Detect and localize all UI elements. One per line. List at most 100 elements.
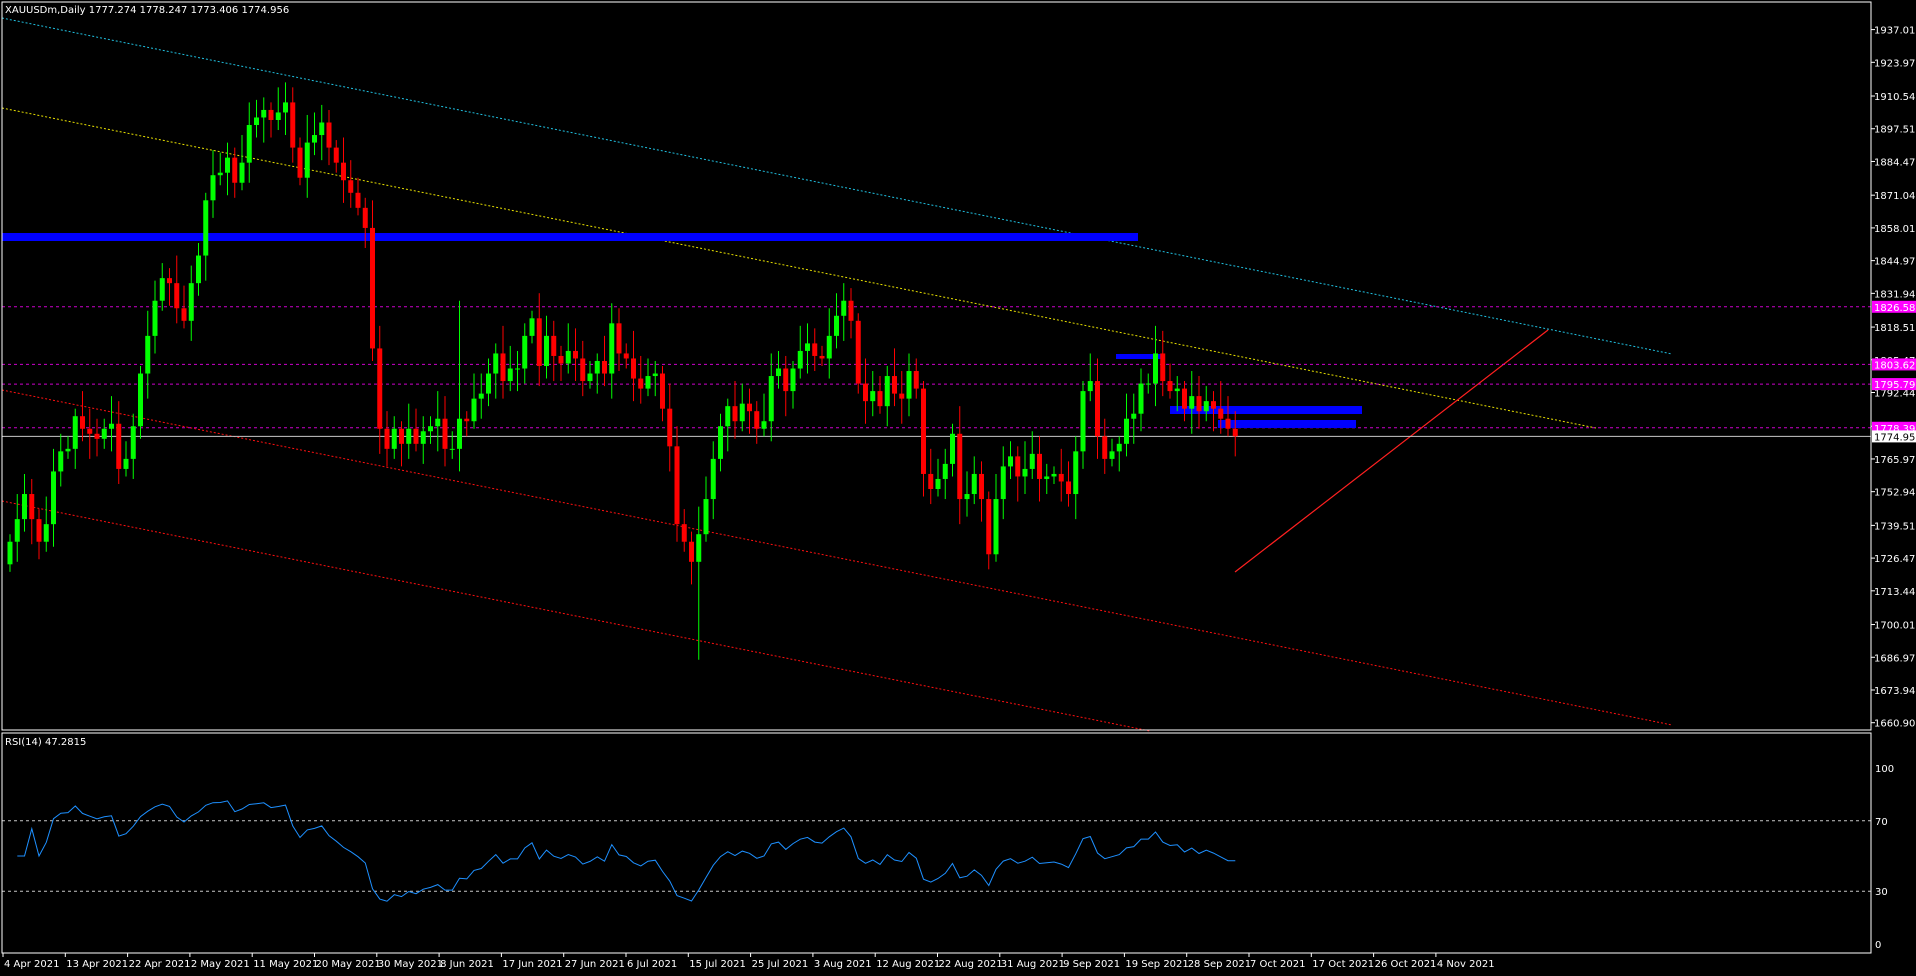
candle-body <box>573 350 578 359</box>
x-tick-label: 3 Aug 2021 <box>814 959 872 970</box>
candle-body <box>565 350 571 364</box>
price-tag-box <box>1872 378 1916 391</box>
price-tag-box <box>1872 430 1916 443</box>
candle-body <box>1203 401 1209 412</box>
candle-body <box>776 368 781 377</box>
x-tick-label: 27 Jun 2021 <box>565 959 625 970</box>
x-tick-label: 30 May 2021 <box>378 959 443 970</box>
candle-body <box>957 433 963 500</box>
candle-body <box>689 541 694 562</box>
y-tick-label: 1831.940 <box>1874 289 1916 300</box>
y-tick-label: 1858.010 <box>1874 224 1916 235</box>
y-tick-label: 1910.545 <box>1874 92 1916 103</box>
candle-body <box>921 388 926 474</box>
candle-body <box>1196 396 1202 412</box>
candle-body <box>819 355 825 359</box>
candle-body <box>1066 481 1071 495</box>
candle-body <box>1174 388 1180 392</box>
candle-body <box>1037 453 1042 479</box>
x-tick-label: 9 Sep 2021 <box>1063 959 1120 970</box>
y-tick-label: 1673.940 <box>1874 686 1916 697</box>
x-tick-label: 25 Jul 2021 <box>752 959 809 970</box>
candle-body <box>36 519 42 542</box>
x-tick-label: 12 Aug 2021 <box>876 959 940 970</box>
candle-body <box>739 403 745 422</box>
candle-body <box>558 355 564 364</box>
candle-body <box>674 446 680 525</box>
candle-body <box>1182 388 1187 409</box>
price-tag-label: 1774.956 <box>1874 432 1916 443</box>
candle-body <box>964 494 970 500</box>
candle-body <box>1044 476 1050 479</box>
candle-body <box>1138 383 1144 414</box>
price-tag-label: 1778.391 <box>1874 424 1916 435</box>
candle-body <box>768 376 774 422</box>
candle-body <box>1145 383 1151 385</box>
x-tick-label: 20 May 2021 <box>316 959 381 970</box>
x-tick-label: 11 May 2021 <box>253 959 318 970</box>
x-tick-label: 17 Jun 2021 <box>502 959 562 970</box>
candle-body <box>225 157 230 173</box>
channel-middle-line <box>1 107 1597 429</box>
candle-body <box>1051 473 1057 477</box>
candle-body <box>544 335 549 366</box>
candle-body <box>1218 408 1224 419</box>
candle-body <box>167 278 172 284</box>
candle-body <box>29 494 35 520</box>
candle-body <box>399 428 404 444</box>
candle-body <box>587 373 593 382</box>
x-tick-label: 6 Jul 2021 <box>627 959 677 970</box>
candle-body <box>986 499 992 555</box>
candle-body <box>1167 381 1173 392</box>
candle-body <box>65 448 71 452</box>
x-tick-label: 22 Aug 2021 <box>939 959 1003 970</box>
x-tick-label: 4 Apr 2021 <box>4 959 59 970</box>
rsi-line <box>17 800 1236 902</box>
candle-body <box>1000 466 1006 500</box>
candle-body <box>312 135 317 143</box>
candle-body <box>145 335 151 374</box>
candle-body <box>826 335 832 359</box>
y-tick-label: 1897.510 <box>1874 125 1916 136</box>
candle-body <box>94 433 100 439</box>
candle-body <box>152 300 158 336</box>
candle-body <box>51 471 56 525</box>
candle-body <box>594 360 600 374</box>
candle-body <box>217 172 223 176</box>
ascending-trendline <box>1234 329 1549 573</box>
candle-body <box>623 353 629 359</box>
candle-body <box>138 373 143 427</box>
candle-body <box>1095 381 1100 437</box>
y-tick-label: 1726.475 <box>1874 554 1916 565</box>
candle-body <box>899 393 905 399</box>
candle-body <box>834 315 839 336</box>
y-tick-label: 1660.905 <box>1874 719 1916 730</box>
candle-body <box>348 180 354 193</box>
candle-body <box>884 376 890 407</box>
candle-body <box>1160 353 1166 382</box>
x-tick-label: 22 Apr 2021 <box>129 959 191 970</box>
y-tick-label: 1884.475 <box>1874 157 1916 168</box>
y-tick-label: 1700.010 <box>1874 621 1916 632</box>
candle-body <box>790 368 796 392</box>
candle-body <box>1022 468 1028 477</box>
candle-body <box>631 358 636 379</box>
rsi-tick-label: 70 <box>1875 817 1888 828</box>
candle-body <box>159 278 165 301</box>
candle-body <box>1225 418 1231 429</box>
price-tag-box <box>1872 300 1916 313</box>
candle-body <box>319 122 325 136</box>
y-tick-label: 1752.940 <box>1874 488 1916 499</box>
candle-body <box>413 428 419 444</box>
candle-body <box>696 534 702 562</box>
candle-body <box>232 157 238 183</box>
x-tick-label: 17 Oct 2021 <box>1312 959 1374 970</box>
candle-body <box>449 448 455 450</box>
candle-body <box>341 162 346 181</box>
candle-body <box>1087 381 1093 392</box>
candle-body <box>1058 473 1064 482</box>
candle-body <box>1232 428 1238 437</box>
candle-body <box>333 147 339 163</box>
